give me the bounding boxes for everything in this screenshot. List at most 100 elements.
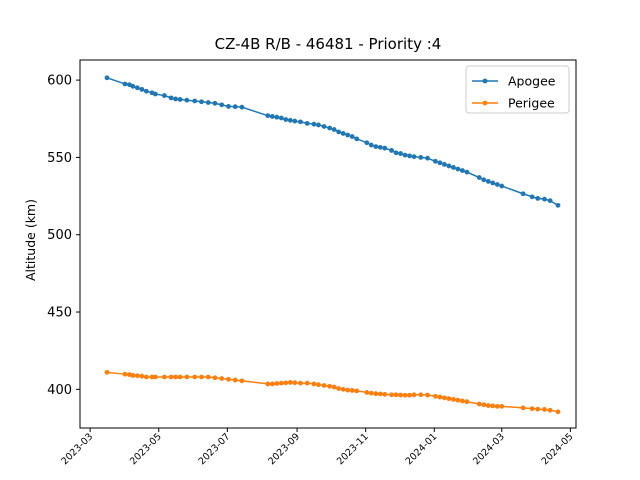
apogee-point xyxy=(529,194,535,200)
apogee-point xyxy=(499,183,505,189)
apogee-legend-label: Apogee xyxy=(508,74,556,89)
perigee-point xyxy=(354,388,360,394)
apogee-point xyxy=(226,103,231,109)
perigee-point xyxy=(535,406,541,412)
apogee-point xyxy=(555,202,561,208)
apogee-point xyxy=(265,113,271,119)
perigee-legend-label: Perigee xyxy=(508,96,555,111)
apogee-point xyxy=(104,75,110,81)
perigee-point xyxy=(455,397,461,403)
perigee-point xyxy=(292,380,298,386)
apogee-point xyxy=(433,158,438,164)
perigee-point xyxy=(205,374,211,380)
perigee-point xyxy=(283,380,289,386)
perigee-point xyxy=(476,401,482,407)
apogee-point xyxy=(152,91,158,97)
perigee-point xyxy=(442,395,447,401)
apogee-point xyxy=(437,160,443,166)
perigee-point xyxy=(278,380,284,386)
apogee-point xyxy=(418,155,424,160)
apogee-point xyxy=(331,127,337,132)
apogee-point xyxy=(460,168,465,173)
perigee-point xyxy=(368,390,374,396)
perigee-point xyxy=(446,396,452,402)
perigee-point xyxy=(134,373,140,379)
perigee-point xyxy=(336,386,342,391)
y-axis: 400 450 500 550 600 xyxy=(47,74,80,398)
apogee-point xyxy=(407,153,412,159)
perigee-point xyxy=(149,374,155,380)
perigee-point xyxy=(451,396,456,402)
apogee-point xyxy=(212,100,218,106)
apogee-point xyxy=(349,134,355,139)
perigee-point xyxy=(287,379,293,385)
perigee-point xyxy=(226,376,231,382)
apogee-point xyxy=(425,155,430,161)
apogee-point xyxy=(476,175,482,180)
perigee-point xyxy=(407,392,412,398)
perigee-point xyxy=(177,374,183,380)
apogee-point xyxy=(485,178,491,184)
apogee-point xyxy=(316,122,321,128)
perigee-point xyxy=(321,383,327,388)
plot-frame xyxy=(79,59,577,429)
apogee-point xyxy=(287,117,293,123)
apogee-point xyxy=(274,114,280,120)
perigee-point xyxy=(485,403,491,408)
perigee-point xyxy=(274,381,280,386)
perigee-point xyxy=(327,383,333,389)
perigee-point xyxy=(382,391,388,397)
perigee-point xyxy=(239,378,245,384)
legend-box xyxy=(465,65,570,114)
perigee-point xyxy=(529,406,535,412)
legend: Apogee Perigee xyxy=(465,65,570,114)
apogee-point xyxy=(389,148,394,153)
apogee-point xyxy=(411,154,417,160)
perigee-point xyxy=(345,387,351,393)
apogee-point xyxy=(177,97,183,102)
perigee-point xyxy=(311,381,317,387)
perigee-point xyxy=(402,392,408,398)
y-tick-label: 450 xyxy=(47,306,72,321)
apogee-point xyxy=(402,152,408,158)
perigee-point xyxy=(425,392,430,398)
perigee-point xyxy=(433,393,438,399)
perigee-point xyxy=(555,409,561,415)
apogee-point xyxy=(184,97,190,103)
perigee-point xyxy=(398,392,403,398)
apogee-point xyxy=(168,95,174,101)
apogee-point xyxy=(481,177,487,183)
perigee-point xyxy=(199,374,204,380)
perigee-point xyxy=(192,374,198,380)
apogee-point xyxy=(205,100,211,105)
apogee-point xyxy=(398,151,403,156)
perigee-point xyxy=(499,403,505,409)
perigee-point xyxy=(340,386,346,392)
apogee-point xyxy=(199,99,204,105)
perigee-point xyxy=(265,381,271,387)
perigee-point xyxy=(437,394,443,400)
perigee-point xyxy=(481,402,487,408)
apogee-point xyxy=(239,104,245,110)
perigee-point xyxy=(298,380,303,386)
apogee-point xyxy=(327,125,333,131)
perigee-point xyxy=(547,407,553,413)
apogee-point xyxy=(269,114,275,119)
apogee-point xyxy=(283,117,289,122)
perigee-point xyxy=(418,392,424,398)
apogee-point xyxy=(382,145,388,151)
apogee-point xyxy=(122,81,128,87)
perigee-point xyxy=(542,407,547,412)
perigee-point xyxy=(304,380,310,386)
perigee-point xyxy=(373,391,379,397)
apogee-point xyxy=(451,165,456,170)
perigee-point xyxy=(152,374,158,380)
apogee-point xyxy=(143,88,149,94)
apogee-point xyxy=(340,131,346,136)
apogee-point xyxy=(134,85,140,91)
perigee-series xyxy=(104,369,561,415)
apogee-point xyxy=(304,120,310,126)
apogee-point xyxy=(336,129,342,135)
perigee-point xyxy=(219,376,225,381)
